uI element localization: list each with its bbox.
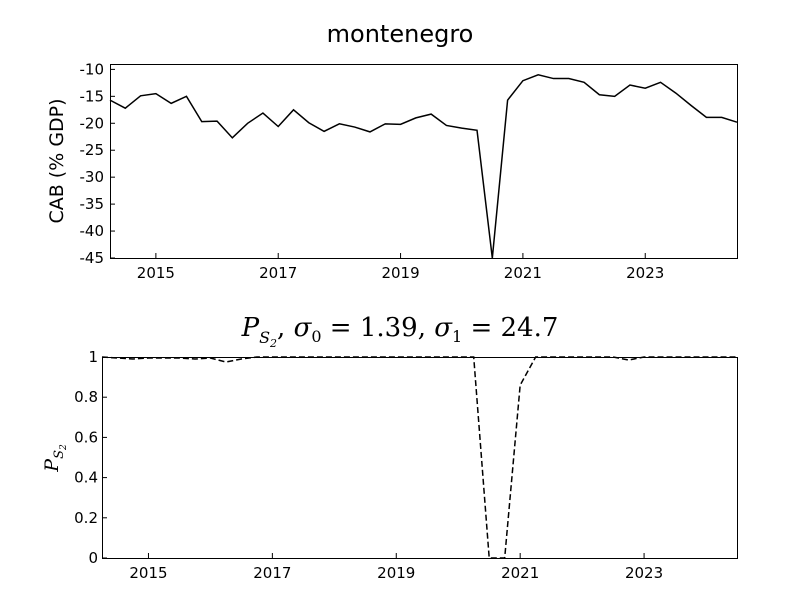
cab-chart-title: montenegro xyxy=(327,20,474,48)
probability-x-tick-label: 2015 xyxy=(129,564,167,582)
cab-y-tick-label: -40 xyxy=(80,222,105,240)
probability-y-tick-label: 0.6 xyxy=(74,428,98,446)
cab-y-tick-label: -30 xyxy=(80,168,105,186)
probability-y-tick-label: 0.4 xyxy=(74,469,98,487)
cab-y-tick-label: -15 xyxy=(80,87,105,105)
cab-series-line xyxy=(109,73,738,259)
cab-series-group xyxy=(109,73,738,259)
probability-x-tick-label: 2017 xyxy=(253,564,291,582)
cab-y-tick-label: -25 xyxy=(80,141,105,159)
cab-x-tick-label: 2017 xyxy=(259,264,297,282)
cab-chart: montenegro CAB (% GDP) 2015 2017 2019 2021 2… xyxy=(46,20,738,282)
probability-x-tick-label: 2023 xyxy=(625,564,663,582)
cab-y-axis-label: CAB (% GDP) xyxy=(46,98,68,223)
cab-y-tick-label: -35 xyxy=(80,195,105,213)
cab-y-tick-label: -20 xyxy=(80,114,105,132)
probability-series-group xyxy=(101,356,737,559)
cab-x-tick-label: 2023 xyxy=(626,264,664,282)
probability-y-tick-label: 1 xyxy=(88,348,98,366)
probability-y-axis-label: PS2 xyxy=(41,444,69,473)
probability-x-tick-label: 2021 xyxy=(501,564,539,582)
probability-x-tick-label: 2019 xyxy=(377,564,415,582)
cab-x-tick-label: 2021 xyxy=(504,264,542,282)
probability-y-tick-label: 0 xyxy=(88,549,98,567)
cab-y-tick-label: -10 xyxy=(80,60,105,78)
cab-y-tick-label: -45 xyxy=(80,249,105,267)
probability-chart: PS2, σ0 = 1.39, σ1 = 24.7 PS2 2015 2017 20… xyxy=(41,313,738,582)
cab-plot-frame xyxy=(110,64,738,259)
probability-chart-title: PS2, σ0 = 1.39, σ1 = 24.7 xyxy=(241,313,559,350)
probability-y-tick-label: 0.2 xyxy=(74,509,98,527)
cab-axis-ticks: 2015 2017 2019 2021 2023 -10 -15 -20 -25 -30 -35 -4… xyxy=(80,60,665,282)
cab-x-tick-label: 2015 xyxy=(137,264,175,282)
probability-plot-frame xyxy=(102,357,738,559)
probability-y-tick-label: 0.8 xyxy=(74,388,98,406)
probability-axis-ticks: 2015 2017 2019 2021 2023 1 0.8 0.6 0.4 0.2 0 xyxy=(74,348,663,582)
cab-x-tick-label: 2019 xyxy=(381,264,419,282)
probability-series-line xyxy=(101,356,737,559)
